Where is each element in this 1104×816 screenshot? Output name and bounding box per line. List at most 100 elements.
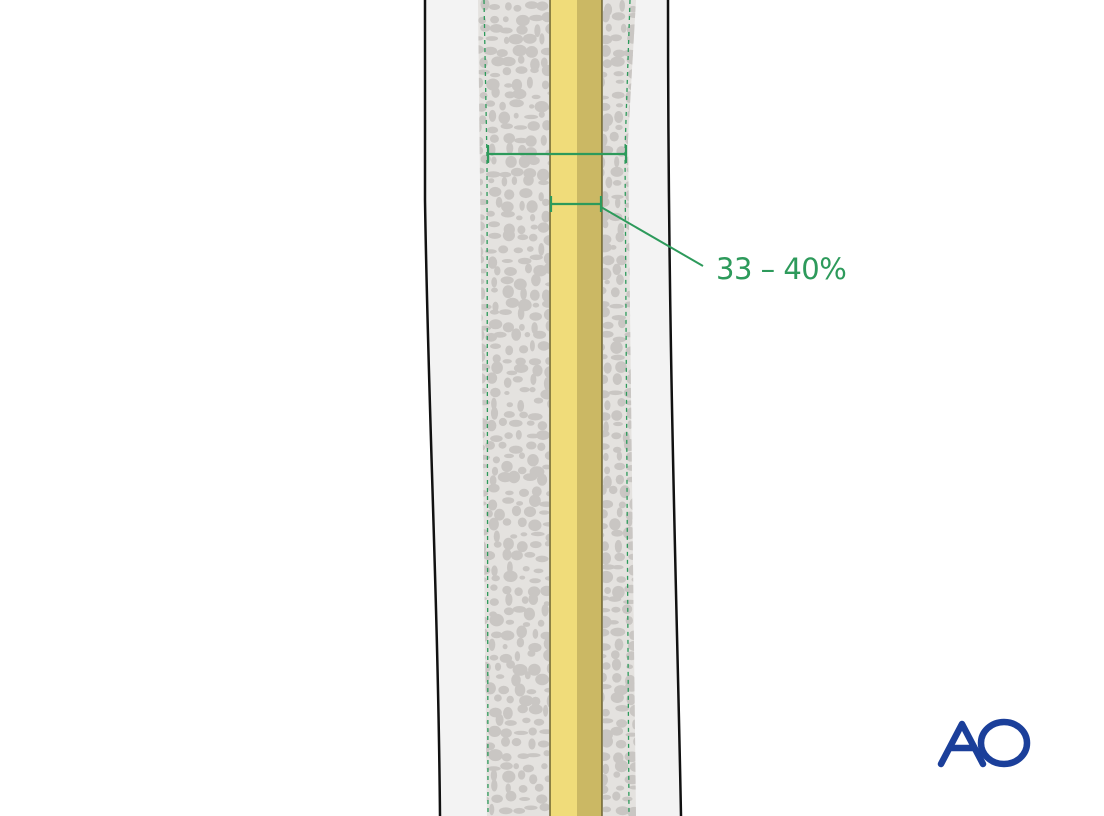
trabecula xyxy=(546,694,549,708)
trabecula xyxy=(531,322,538,335)
trabecula xyxy=(616,255,627,266)
trabecula xyxy=(603,443,610,450)
trabecula xyxy=(538,111,545,118)
trabecula xyxy=(489,654,499,661)
trabecula xyxy=(519,387,530,393)
trabecula xyxy=(479,57,488,68)
trabecula xyxy=(516,25,528,35)
trabecula xyxy=(527,413,543,421)
trabecula xyxy=(511,673,521,687)
trabecula xyxy=(608,212,623,222)
trabecula xyxy=(603,672,607,683)
trabecula xyxy=(603,484,607,495)
trabecula xyxy=(615,361,627,373)
trabecula xyxy=(610,287,620,298)
trabecula xyxy=(530,58,540,71)
trabecula xyxy=(500,630,515,641)
trabecula xyxy=(612,565,624,570)
trabecula xyxy=(603,752,611,761)
trabecula xyxy=(514,651,521,662)
trabecula xyxy=(603,242,612,253)
trabecula xyxy=(498,245,509,254)
trabecula xyxy=(500,276,514,285)
trabecula xyxy=(478,115,487,125)
trabecula xyxy=(603,541,609,552)
trabecula xyxy=(610,34,622,42)
trabecula xyxy=(615,806,630,816)
trabecula xyxy=(502,67,512,76)
trabecula xyxy=(629,785,636,790)
trabecula xyxy=(523,607,536,621)
trabecula xyxy=(533,397,544,404)
trabecula xyxy=(603,220,609,229)
trabecula xyxy=(603,564,616,570)
trabecula xyxy=(490,584,498,591)
trabecula xyxy=(488,483,500,493)
trabecula xyxy=(544,775,549,783)
trabecula xyxy=(603,234,612,245)
trabecula xyxy=(500,728,512,738)
trabecula xyxy=(526,753,541,758)
trabecula xyxy=(538,192,544,202)
trabecula xyxy=(603,145,614,155)
trabecula xyxy=(488,232,502,239)
trabecula xyxy=(485,36,499,41)
trabecula xyxy=(525,263,532,274)
trabecula xyxy=(522,717,531,724)
trabecula xyxy=(480,24,491,32)
trabecula xyxy=(516,541,528,553)
trabecula xyxy=(491,287,498,293)
trabecula xyxy=(484,249,497,254)
trabecula xyxy=(627,806,636,816)
trabecula xyxy=(603,301,610,308)
trabecula xyxy=(543,308,549,321)
trabecula xyxy=(535,555,549,563)
trabecula xyxy=(488,221,500,228)
trabecula xyxy=(603,9,610,23)
trabecula xyxy=(518,155,531,168)
trabecula xyxy=(522,566,530,572)
trabecula xyxy=(603,390,610,399)
trabecula xyxy=(603,267,612,280)
trabecula xyxy=(528,593,539,605)
trabecula xyxy=(482,550,496,561)
trabecula xyxy=(544,541,549,547)
trabecula xyxy=(498,111,511,125)
trabecula xyxy=(616,507,623,518)
trabecula xyxy=(512,664,528,676)
trabecula xyxy=(490,435,503,442)
trabecula xyxy=(517,257,532,265)
trabecula xyxy=(604,279,610,285)
trabecula xyxy=(491,631,503,639)
trabecula xyxy=(528,663,541,676)
trabecula xyxy=(524,551,536,558)
trabecula xyxy=(517,400,525,412)
trabecula xyxy=(511,176,518,186)
trabecula xyxy=(615,231,625,243)
trabecula xyxy=(603,197,610,208)
trabecula xyxy=(511,78,523,92)
bone-outline-left xyxy=(423,0,442,816)
trabecula xyxy=(532,364,543,377)
trabecula xyxy=(493,541,502,548)
trabecula xyxy=(529,254,543,261)
canal-contour-right xyxy=(624,0,631,816)
trabecula xyxy=(612,263,622,275)
trabecula xyxy=(614,111,624,123)
trabecula xyxy=(604,587,611,594)
trabecula xyxy=(521,596,529,604)
trabecula xyxy=(490,72,501,78)
trabecula xyxy=(479,325,491,331)
trabecula xyxy=(612,373,622,385)
trabecula xyxy=(543,377,549,391)
trabecula xyxy=(489,134,499,143)
trabecula xyxy=(603,452,609,462)
trabecula xyxy=(502,229,515,242)
trabecula xyxy=(503,570,518,582)
trabecula xyxy=(617,398,626,407)
trabecula xyxy=(603,643,611,651)
trabecula xyxy=(618,318,626,329)
trabecula xyxy=(491,794,503,803)
trabecula xyxy=(539,510,549,515)
